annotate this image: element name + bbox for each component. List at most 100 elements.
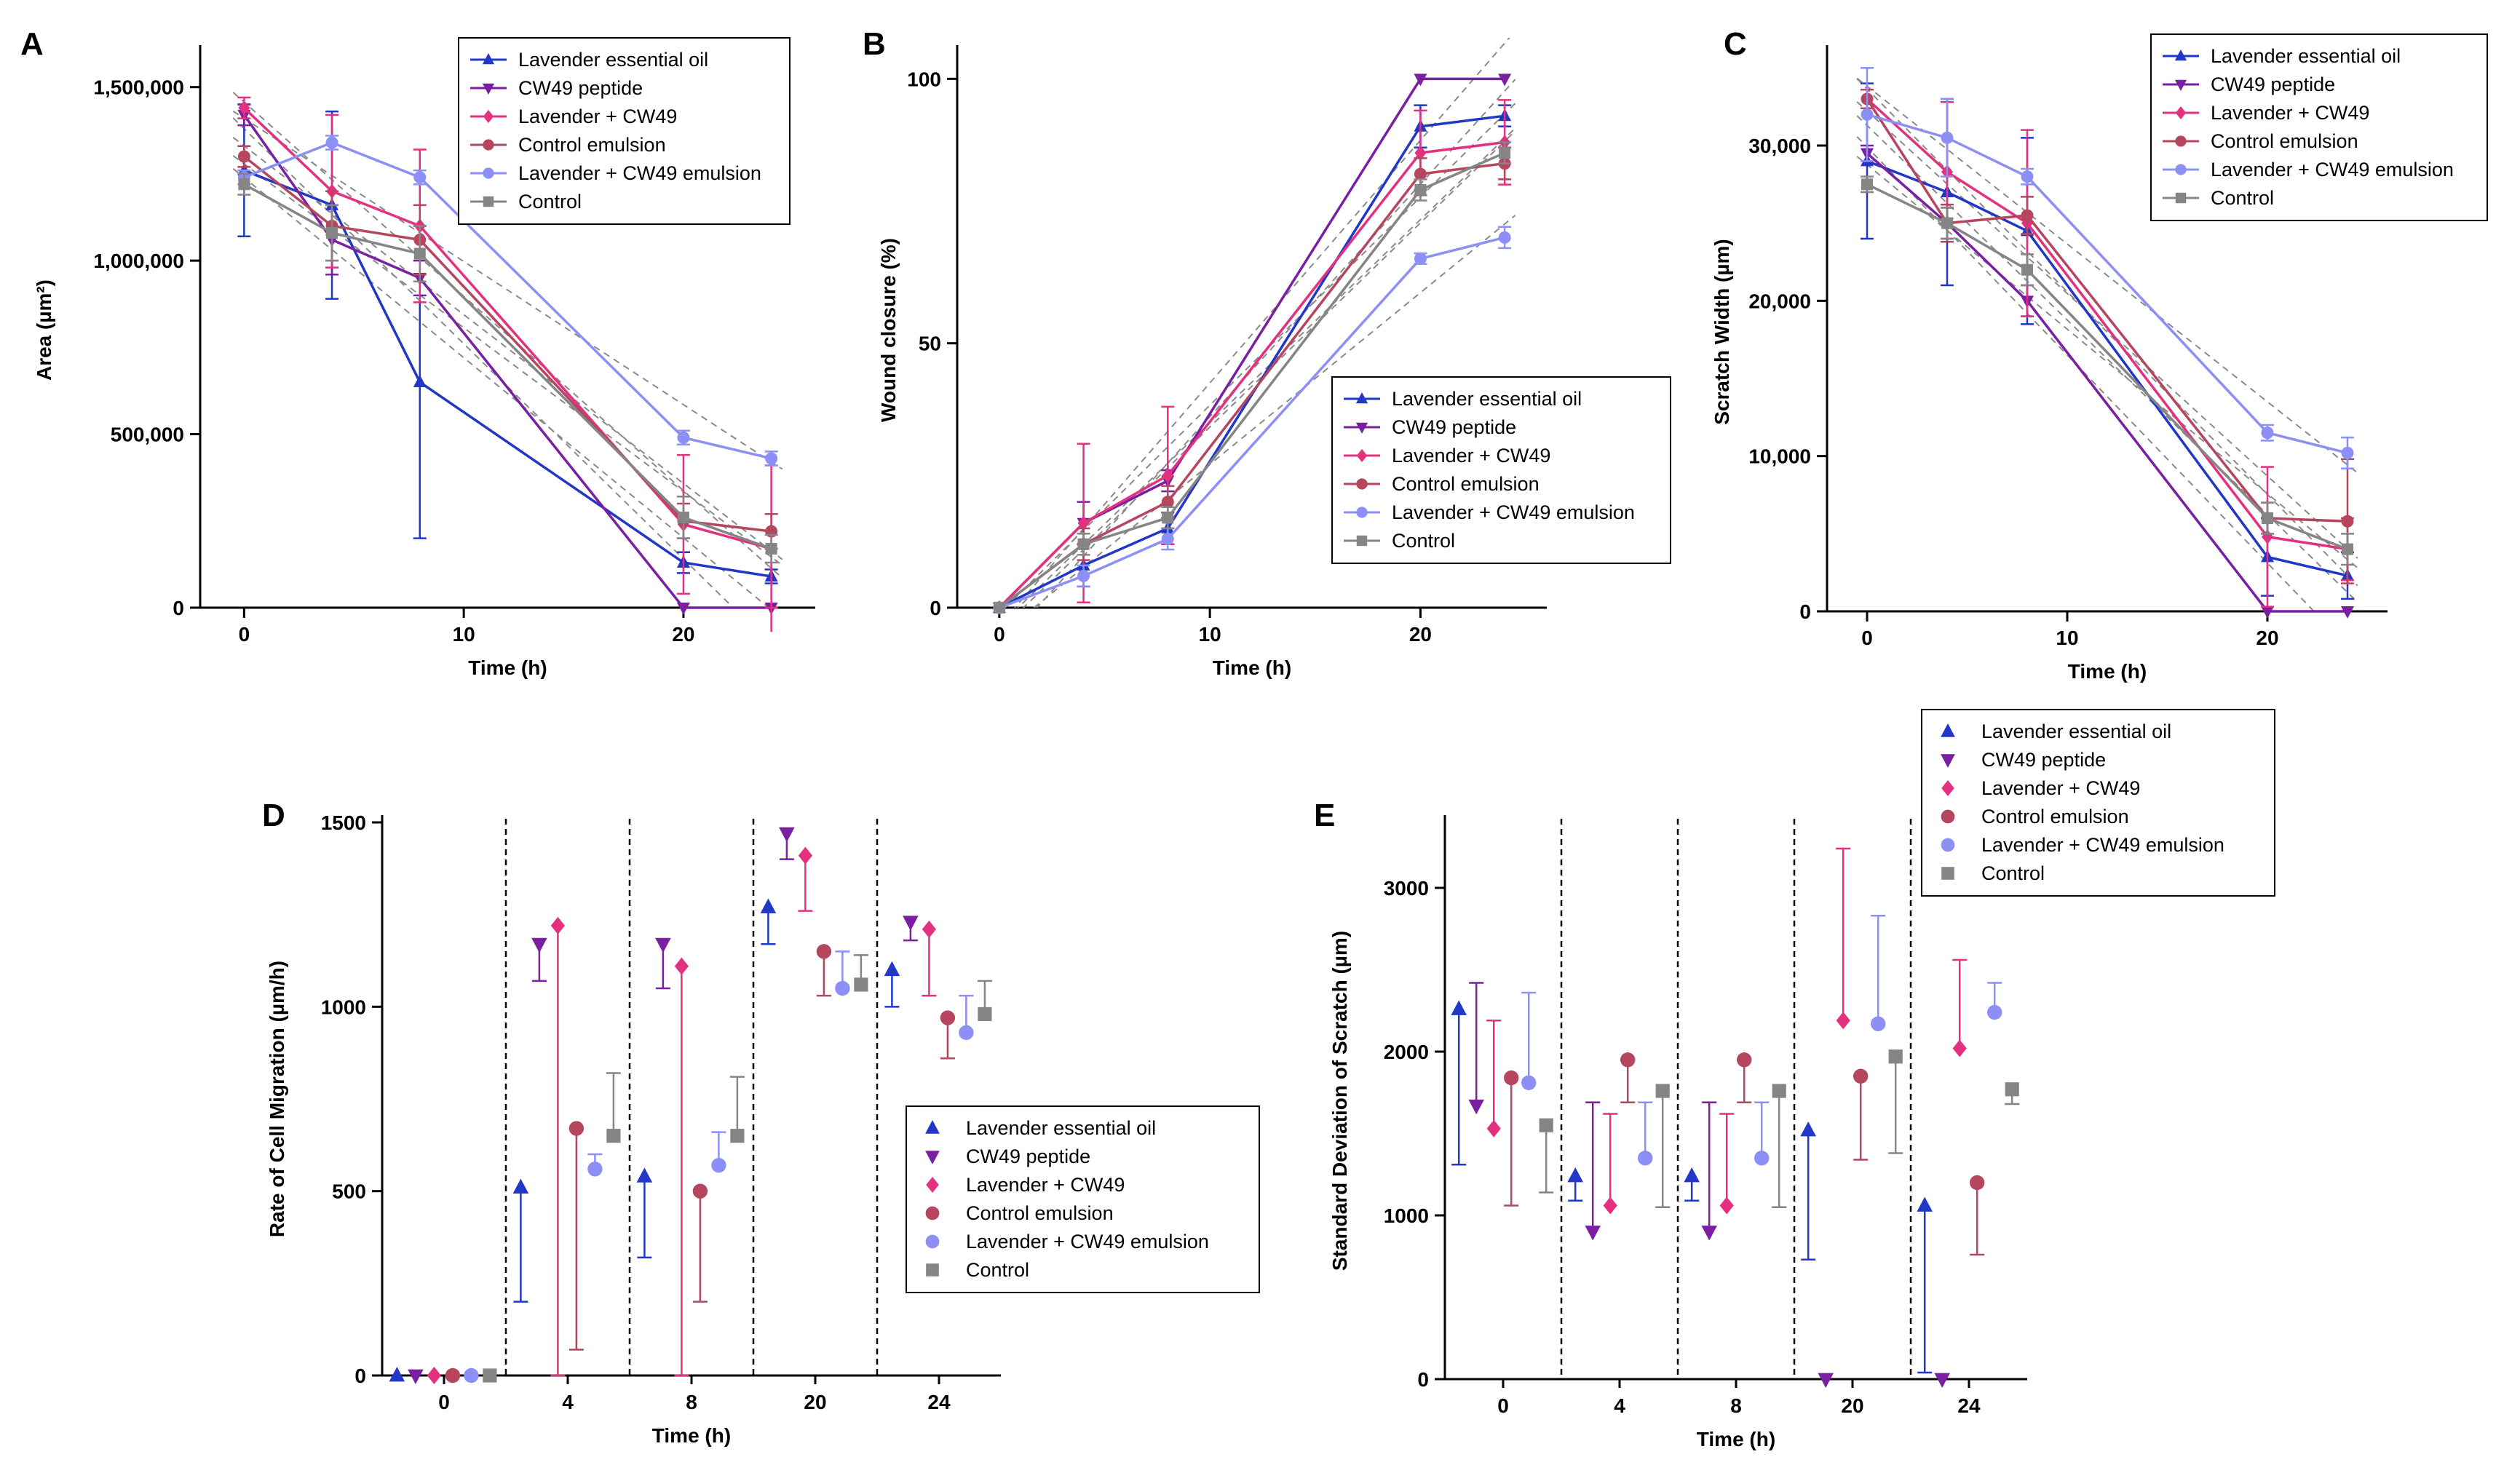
data-point [587, 1162, 603, 1177]
x-tick-label: 24 [1957, 1394, 1981, 1417]
y-tick-label: 0 [354, 1365, 366, 1387]
data-point [1836, 1012, 1850, 1030]
x-tick-label: 8 [686, 1391, 697, 1413]
data-point [854, 977, 868, 992]
series-control [993, 141, 1512, 614]
trend-line [1856, 78, 2358, 587]
trend-line [232, 137, 783, 560]
legend-label: CW49 peptide [966, 1146, 1090, 1167]
data-point [1414, 74, 1427, 87]
legend-label: Control emulsion [518, 134, 666, 156]
legend-marker [482, 83, 495, 95]
data-point [1737, 1052, 1752, 1068]
y-tick-label: 50 [919, 333, 941, 355]
legend-marker [925, 1206, 940, 1220]
data-point [1941, 217, 1953, 229]
data-point [1861, 108, 1874, 121]
legend-marker [1356, 478, 1368, 490]
data-point [1161, 533, 1174, 546]
data-point [1987, 1004, 2002, 1020]
y-tick-label: 1000 [321, 996, 366, 1018]
legend-marker [1941, 867, 1954, 880]
legend-label: Control [518, 191, 582, 213]
data-point [1567, 1167, 1583, 1183]
legend-label: Control emulsion [1981, 806, 2129, 827]
data-point [1853, 1068, 1869, 1084]
legend-label: Lavender + CW49 emulsion [518, 162, 761, 184]
data-point [325, 136, 338, 149]
y-tick-label: 2000 [1384, 1041, 1429, 1063]
data-point [1585, 1226, 1601, 1241]
data-point [1414, 146, 1427, 161]
data-point [326, 226, 338, 239]
data-point [2341, 515, 2354, 528]
data-point [2261, 606, 2274, 619]
panel-c-axes: 0 10,000 20,000 30,000 Scratch Width (µm) Tim… [1711, 26, 2388, 683]
x-axis-label: Time (h) [2068, 660, 2147, 683]
data-point [445, 1367, 461, 1383]
panel-d-data: 0 4 8 20 24 [389, 819, 992, 1413]
data-point [2021, 263, 2033, 276]
data-point [655, 937, 671, 953]
panel-d-axes: 0 500 1000 1500 Rate of Cell Migration (µm/h… [262, 798, 1001, 1447]
data-point [1077, 515, 1090, 531]
data-point [1414, 183, 1427, 196]
data-point [2021, 209, 2034, 222]
x-axis-label: Time (h) [1697, 1428, 1775, 1450]
data-point [1818, 1373, 1834, 1388]
legend-marker [483, 196, 494, 207]
legend: Lavender essential oil CW49 peptide Lavend… [458, 37, 791, 225]
trend-line [1856, 136, 2315, 611]
data-point [922, 920, 936, 938]
data-point [636, 1167, 653, 1183]
data-point [1684, 1167, 1700, 1183]
series-control-emulsion [1504, 1052, 1985, 1256]
panel-a-data: 0 10 20 [232, 92, 783, 646]
y-axis-label: Standard Deviation of Scratch (µm) [1328, 931, 1351, 1271]
data-point [1414, 167, 1427, 180]
trend-line [1033, 215, 1516, 608]
legend-marker [1356, 535, 1368, 547]
x-tick-label: 20 [2256, 627, 2278, 649]
data-point [677, 431, 690, 444]
x-axis-label: Time (h) [652, 1424, 731, 1447]
data-point [1468, 1099, 1484, 1115]
series-lavender-cw49-emulsion [464, 950, 974, 1383]
data-point [835, 980, 850, 996]
data-point [1499, 147, 1511, 159]
series-lavender-cw49-emulsion [993, 226, 1512, 614]
x-tick-label: 20 [804, 1391, 826, 1413]
data-point [408, 1369, 424, 1384]
data-point [1970, 1175, 1985, 1191]
series-cw49-peptide [408, 827, 919, 1384]
y-tick-label: 100 [907, 68, 941, 90]
data-point [1498, 74, 1512, 87]
legend-marker [1941, 809, 1955, 824]
legend-marker [1941, 838, 1955, 852]
legend-label: Lavender + CW49 [966, 1174, 1125, 1196]
legend-marker [2174, 79, 2187, 91]
series-lavender-cw49 [427, 846, 937, 1384]
data-point [2021, 170, 2034, 183]
trend-line [1856, 156, 2358, 568]
legend: Lavender essential oil CW49 peptide Lavend… [1331, 376, 1671, 564]
x-tick-label: 10 [1199, 623, 1221, 646]
y-tick-label: 1000 [1384, 1204, 1429, 1227]
panel-e-data: 0 4 8 20 24 [1451, 819, 2020, 1417]
legend-marker [1355, 422, 1368, 434]
data-point [765, 452, 778, 465]
data-point [483, 1368, 497, 1383]
legend: Lavender essential oil CW49 peptide Lavend… [2150, 33, 2488, 221]
legend-label: Lavender essential oil [966, 1117, 1156, 1139]
data-point [978, 1007, 992, 1022]
series-line [243, 169, 772, 578]
panel-c-data: 0 10 20 [1856, 67, 2358, 649]
legend-label: CW49 peptide [2211, 74, 2335, 95]
legend-label: Lavender + CW49 [2211, 102, 2369, 124]
panel-b-data: 0 10 20 [992, 38, 1516, 646]
data-point [1917, 1196, 1933, 1212]
legend-label: Lavender + CW49 emulsion [1392, 501, 1635, 523]
data-point [674, 957, 689, 975]
data-point [1719, 1196, 1734, 1215]
